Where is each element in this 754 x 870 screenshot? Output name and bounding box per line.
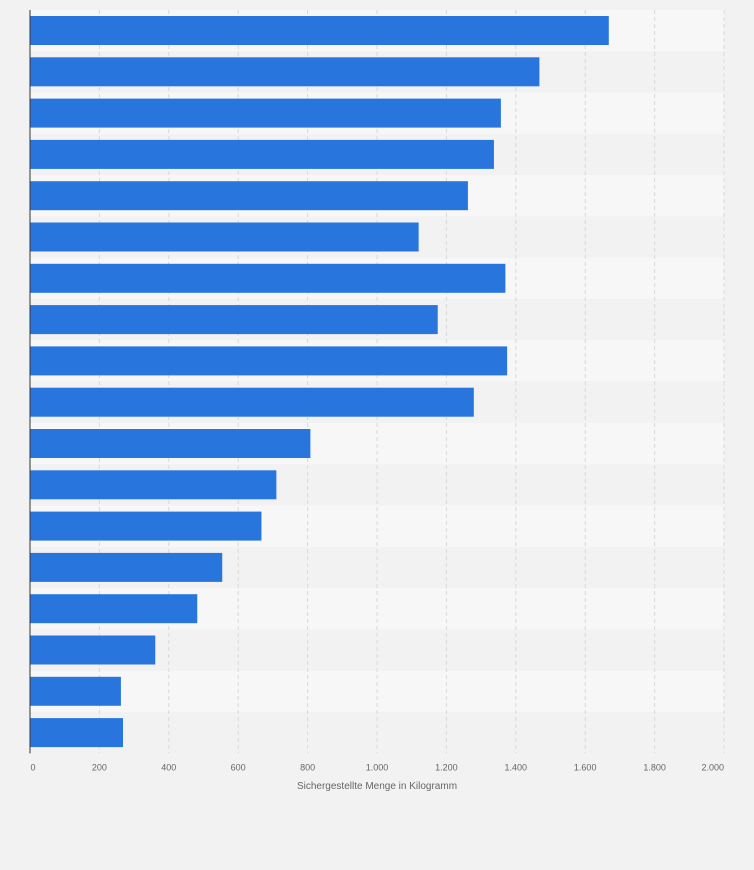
bar xyxy=(30,98,501,128)
bar xyxy=(30,139,494,169)
gridlines xyxy=(98,10,725,754)
bar xyxy=(30,16,609,45)
x-tick-label: 600 xyxy=(231,762,246,772)
bar xyxy=(30,305,438,335)
x-tick-label: 1.400 xyxy=(505,762,528,772)
x-axis-label: Sichergestellte Menge in Kilogramm xyxy=(297,781,457,792)
x-tick-labels: 0 200 400 600 800 1.000 1.200 1.400 1.600 1.800 2.… xyxy=(30,762,724,772)
x-tick-label: 1.000 xyxy=(366,762,389,772)
bar xyxy=(30,718,123,748)
bar xyxy=(30,222,419,252)
bar xyxy=(30,511,262,541)
bar xyxy=(30,387,474,417)
bar xyxy=(30,594,198,624)
bar xyxy=(30,429,311,458)
x-tick-label: 800 xyxy=(300,762,315,772)
bar xyxy=(30,552,223,582)
x-tick-label: 2.000 xyxy=(701,762,724,772)
x-tick-label: 0 xyxy=(30,762,35,772)
bar xyxy=(30,263,506,293)
bar xyxy=(30,676,121,706)
bar xyxy=(30,470,277,500)
x-tick-label: 1.800 xyxy=(643,762,666,772)
x-tick-label: 200 xyxy=(92,762,107,772)
bars xyxy=(30,16,609,748)
bar xyxy=(30,635,156,665)
bar xyxy=(30,181,468,211)
x-tick-label: 1.200 xyxy=(435,762,458,772)
bar xyxy=(30,346,508,376)
x-tick-label: 1.600 xyxy=(574,762,597,772)
bar xyxy=(30,57,540,87)
x-tick-label: 400 xyxy=(161,762,176,772)
